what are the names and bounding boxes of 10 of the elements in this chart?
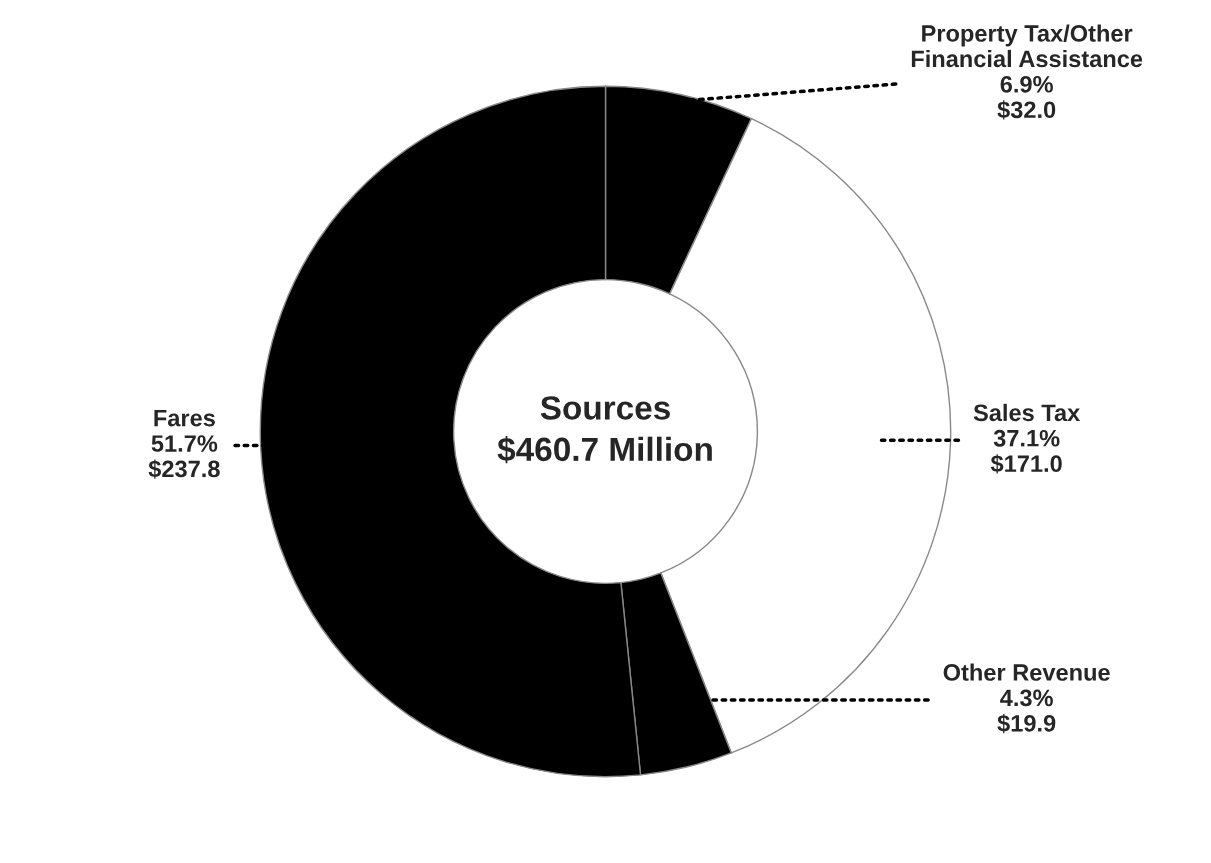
slice-label: Fares bbox=[154, 409, 215, 427]
data-label: 37.1% $171.0 bbox=[990, 429, 1062, 474]
text: $460.7 Million bbox=[497, 436, 712, 464]
data-label: 6.9% $32.0 bbox=[997, 75, 1056, 120]
text: Sources bbox=[540, 396, 670, 420]
slice-label: Other Revenue bbox=[943, 663, 1110, 681]
slice-label: Property Tax/Other Financial Assistance bbox=[911, 24, 1143, 68]
slice-label: Sales Tax bbox=[973, 403, 1081, 422]
data-label: 51.7% $237.8 bbox=[148, 435, 220, 479]
data-label: 4.3% $19.9 bbox=[997, 689, 1056, 734]
